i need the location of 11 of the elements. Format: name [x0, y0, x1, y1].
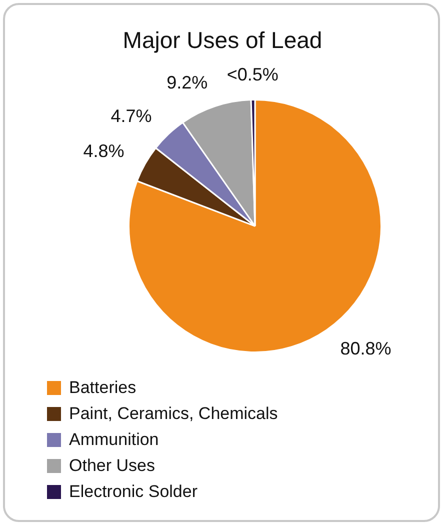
data-label: 4.8% — [83, 140, 124, 161]
chart-title: Major Uses of Lead — [122, 27, 324, 54]
legend-label: Paint, Ceramics, Chemicals — [69, 404, 278, 424]
data-label: 4.7% — [110, 106, 152, 126]
legend-label: Other Uses — [69, 456, 155, 476]
legend-label: Electronic Solder — [69, 482, 198, 502]
legend-label: Ammunition — [69, 430, 159, 450]
data-label: 80.8% — [340, 338, 392, 359]
data-label: <0.5% — [226, 64, 278, 85]
legend-label: Batteries — [69, 378, 136, 398]
data-label: 9.2% — [166, 72, 208, 92]
